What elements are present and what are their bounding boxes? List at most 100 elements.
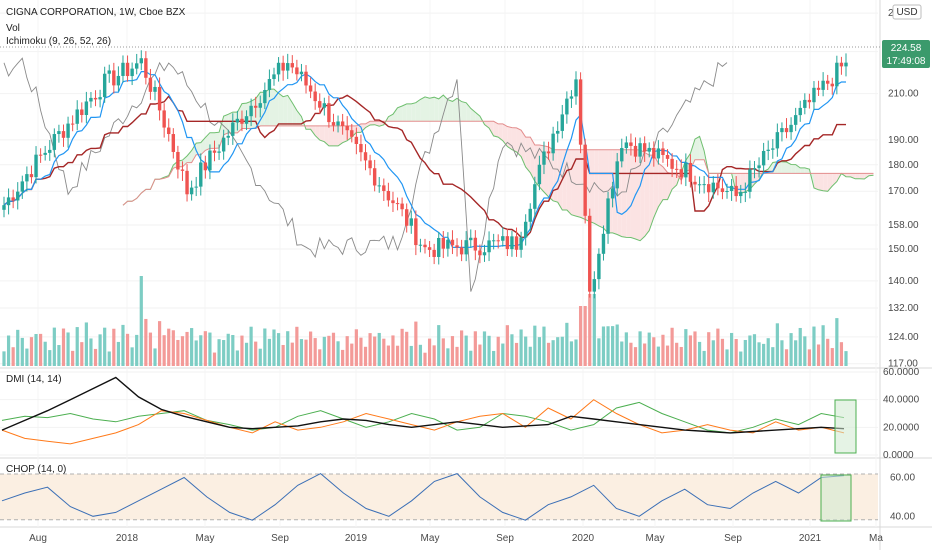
- candle-body: [633, 145, 638, 157]
- cloud-segment: [269, 89, 274, 126]
- candle-body: [665, 155, 670, 159]
- volume-bar: [620, 341, 624, 366]
- volume-bar: [363, 346, 368, 366]
- volume-bar: [75, 327, 79, 366]
- volume-bar: [537, 337, 542, 366]
- currency-badge[interactable]: [892, 4, 922, 20]
- candle-body: [652, 147, 656, 159]
- volume-bar: [29, 337, 34, 366]
- volume-bar: [249, 326, 253, 366]
- cloud-segment: [530, 137, 535, 182]
- candle-body: [844, 62, 848, 67]
- cloud-segment: [855, 173, 860, 179]
- volume-bar: [794, 340, 798, 366]
- volume-bar: [688, 335, 693, 366]
- candle-body: [404, 209, 409, 226]
- cloud-segment: [397, 105, 403, 122]
- volume-bar: [784, 349, 789, 366]
- volume-bar: [190, 328, 194, 366]
- cloud-segment: [392, 107, 398, 122]
- volume-bar: [267, 338, 272, 366]
- volume-bar: [43, 341, 47, 366]
- candle-body: [556, 130, 560, 134]
- candle-body: [606, 198, 610, 234]
- cloud-segment: [786, 162, 792, 174]
- candle-body: [560, 114, 564, 131]
- volume-bar: [135, 334, 139, 366]
- candle-body: [189, 187, 194, 195]
- time-tick-label: Aug: [29, 533, 47, 544]
- price-tick-label: 124.00: [888, 332, 919, 343]
- candle-body: [276, 62, 281, 75]
- candle-body: [697, 184, 702, 186]
- candle-body: [157, 86, 162, 111]
- cloud-segment: [553, 149, 558, 203]
- candle-body: [363, 152, 368, 161]
- candle-body: [340, 121, 345, 126]
- candle-body: [661, 148, 665, 156]
- candle-body: [102, 73, 107, 98]
- candle-body: [167, 127, 171, 135]
- candle-body: [592, 279, 597, 292]
- candle-body: [171, 134, 176, 152]
- volume-bar: [148, 332, 153, 366]
- volume-bar: [624, 332, 628, 366]
- time-tick-label: 2019: [345, 533, 368, 544]
- volume-bar: [171, 330, 175, 366]
- volume-bar: [359, 337, 363, 366]
- candle-body: [601, 233, 606, 254]
- dmi-tick-label: 60.0000: [883, 367, 920, 378]
- candle-body: [725, 191, 729, 193]
- candle-body: [2, 205, 6, 210]
- candle-body: [414, 218, 418, 246]
- volume-bar: [665, 345, 670, 366]
- volume-bar: [601, 326, 606, 366]
- candle-body: [551, 133, 555, 154]
- chop-tick-label: 60.00: [890, 473, 915, 484]
- volume-bar: [432, 345, 436, 366]
- volume-bar: [830, 348, 834, 366]
- candle-body: [423, 244, 427, 248]
- volume-bar: [20, 337, 24, 366]
- volume-bar: [377, 332, 381, 366]
- candle-body: [208, 150, 212, 171]
- volume-bar: [578, 306, 583, 366]
- chop-panel: 60.00 40.00: [0, 473, 915, 522]
- cloud-segment: [287, 95, 293, 126]
- volume-bar: [331, 332, 336, 366]
- volume-bar: [729, 332, 734, 366]
- candle-body: [226, 135, 230, 138]
- candle-body: [803, 99, 807, 108]
- candle-body: [244, 116, 249, 124]
- candle-body: [221, 137, 226, 152]
- candle-body: [6, 197, 11, 206]
- candle-body: [231, 122, 235, 136]
- candle-body: [20, 181, 25, 192]
- volume-bar: [112, 328, 116, 366]
- candle-body: [345, 125, 349, 131]
- dmi-minus-line: [1, 399, 845, 445]
- cloud-segment: [502, 123, 508, 147]
- candle-body: [61, 131, 66, 138]
- volume-bar: [427, 338, 432, 366]
- volume-bar: [395, 345, 400, 366]
- candle-body: [75, 109, 79, 124]
- cloud-segment: [511, 127, 517, 152]
- volume-bar: [116, 341, 121, 366]
- volume-bar: [446, 348, 450, 366]
- time-tick-label: Sep: [724, 533, 742, 544]
- volume-bar: [606, 326, 610, 366]
- candle-body: [588, 215, 592, 292]
- cloud-segment: [406, 103, 412, 122]
- candle-body: [807, 99, 812, 103]
- volume-bar: [757, 342, 761, 366]
- cloud-segment: [273, 89, 279, 126]
- volume-bar: [80, 342, 84, 366]
- volume-bar: [611, 326, 615, 366]
- candle-body: [766, 149, 770, 151]
- volume-bar: [803, 336, 807, 366]
- volume-bar: [308, 331, 313, 366]
- volume-label: Vol: [6, 23, 20, 34]
- volume-bar: [354, 329, 358, 366]
